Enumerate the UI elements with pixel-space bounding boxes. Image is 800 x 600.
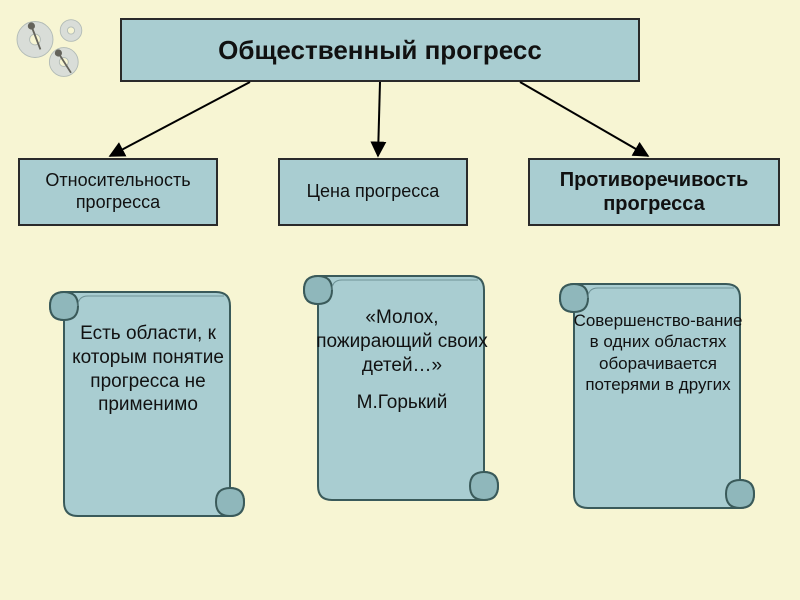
sub1-text: Относительность прогресса — [24, 170, 212, 213]
scroll-cost: «Молох, пожирающий своих детей…» М.Горьк… — [288, 250, 508, 510]
sub-box-contradiction: Противоречивость прогресса — [528, 158, 780, 226]
gears-decor-icon — [8, 8, 98, 98]
scroll-relativity: Есть области, к которым понятие прогресс… — [34, 266, 254, 526]
scroll-contradiction: Совершенство-вание в одних областях обор… — [544, 258, 764, 518]
scroll1-text: Есть области, к которым понятие прогресс… — [58, 322, 238, 417]
title-box: Общественный прогресс — [120, 18, 640, 82]
sub3-text: Противоречивость прогресса — [534, 168, 774, 216]
scroll2-text: «Молох, пожирающий своих детей…» М.Горьк… — [312, 306, 492, 415]
title-text: Общественный прогресс — [218, 35, 542, 66]
scroll2-author: М.Горький — [312, 391, 492, 415]
sub2-text: Цена прогресса — [307, 181, 440, 203]
sub-box-relativity: Относительность прогресса — [18, 158, 218, 226]
scroll3-text: Совершенство-вание в одних областях обор… — [568, 310, 748, 395]
scroll2-quote: «Молох, пожирающий своих детей…» — [316, 307, 488, 376]
sub-box-cost: Цена прогресса — [278, 158, 468, 226]
